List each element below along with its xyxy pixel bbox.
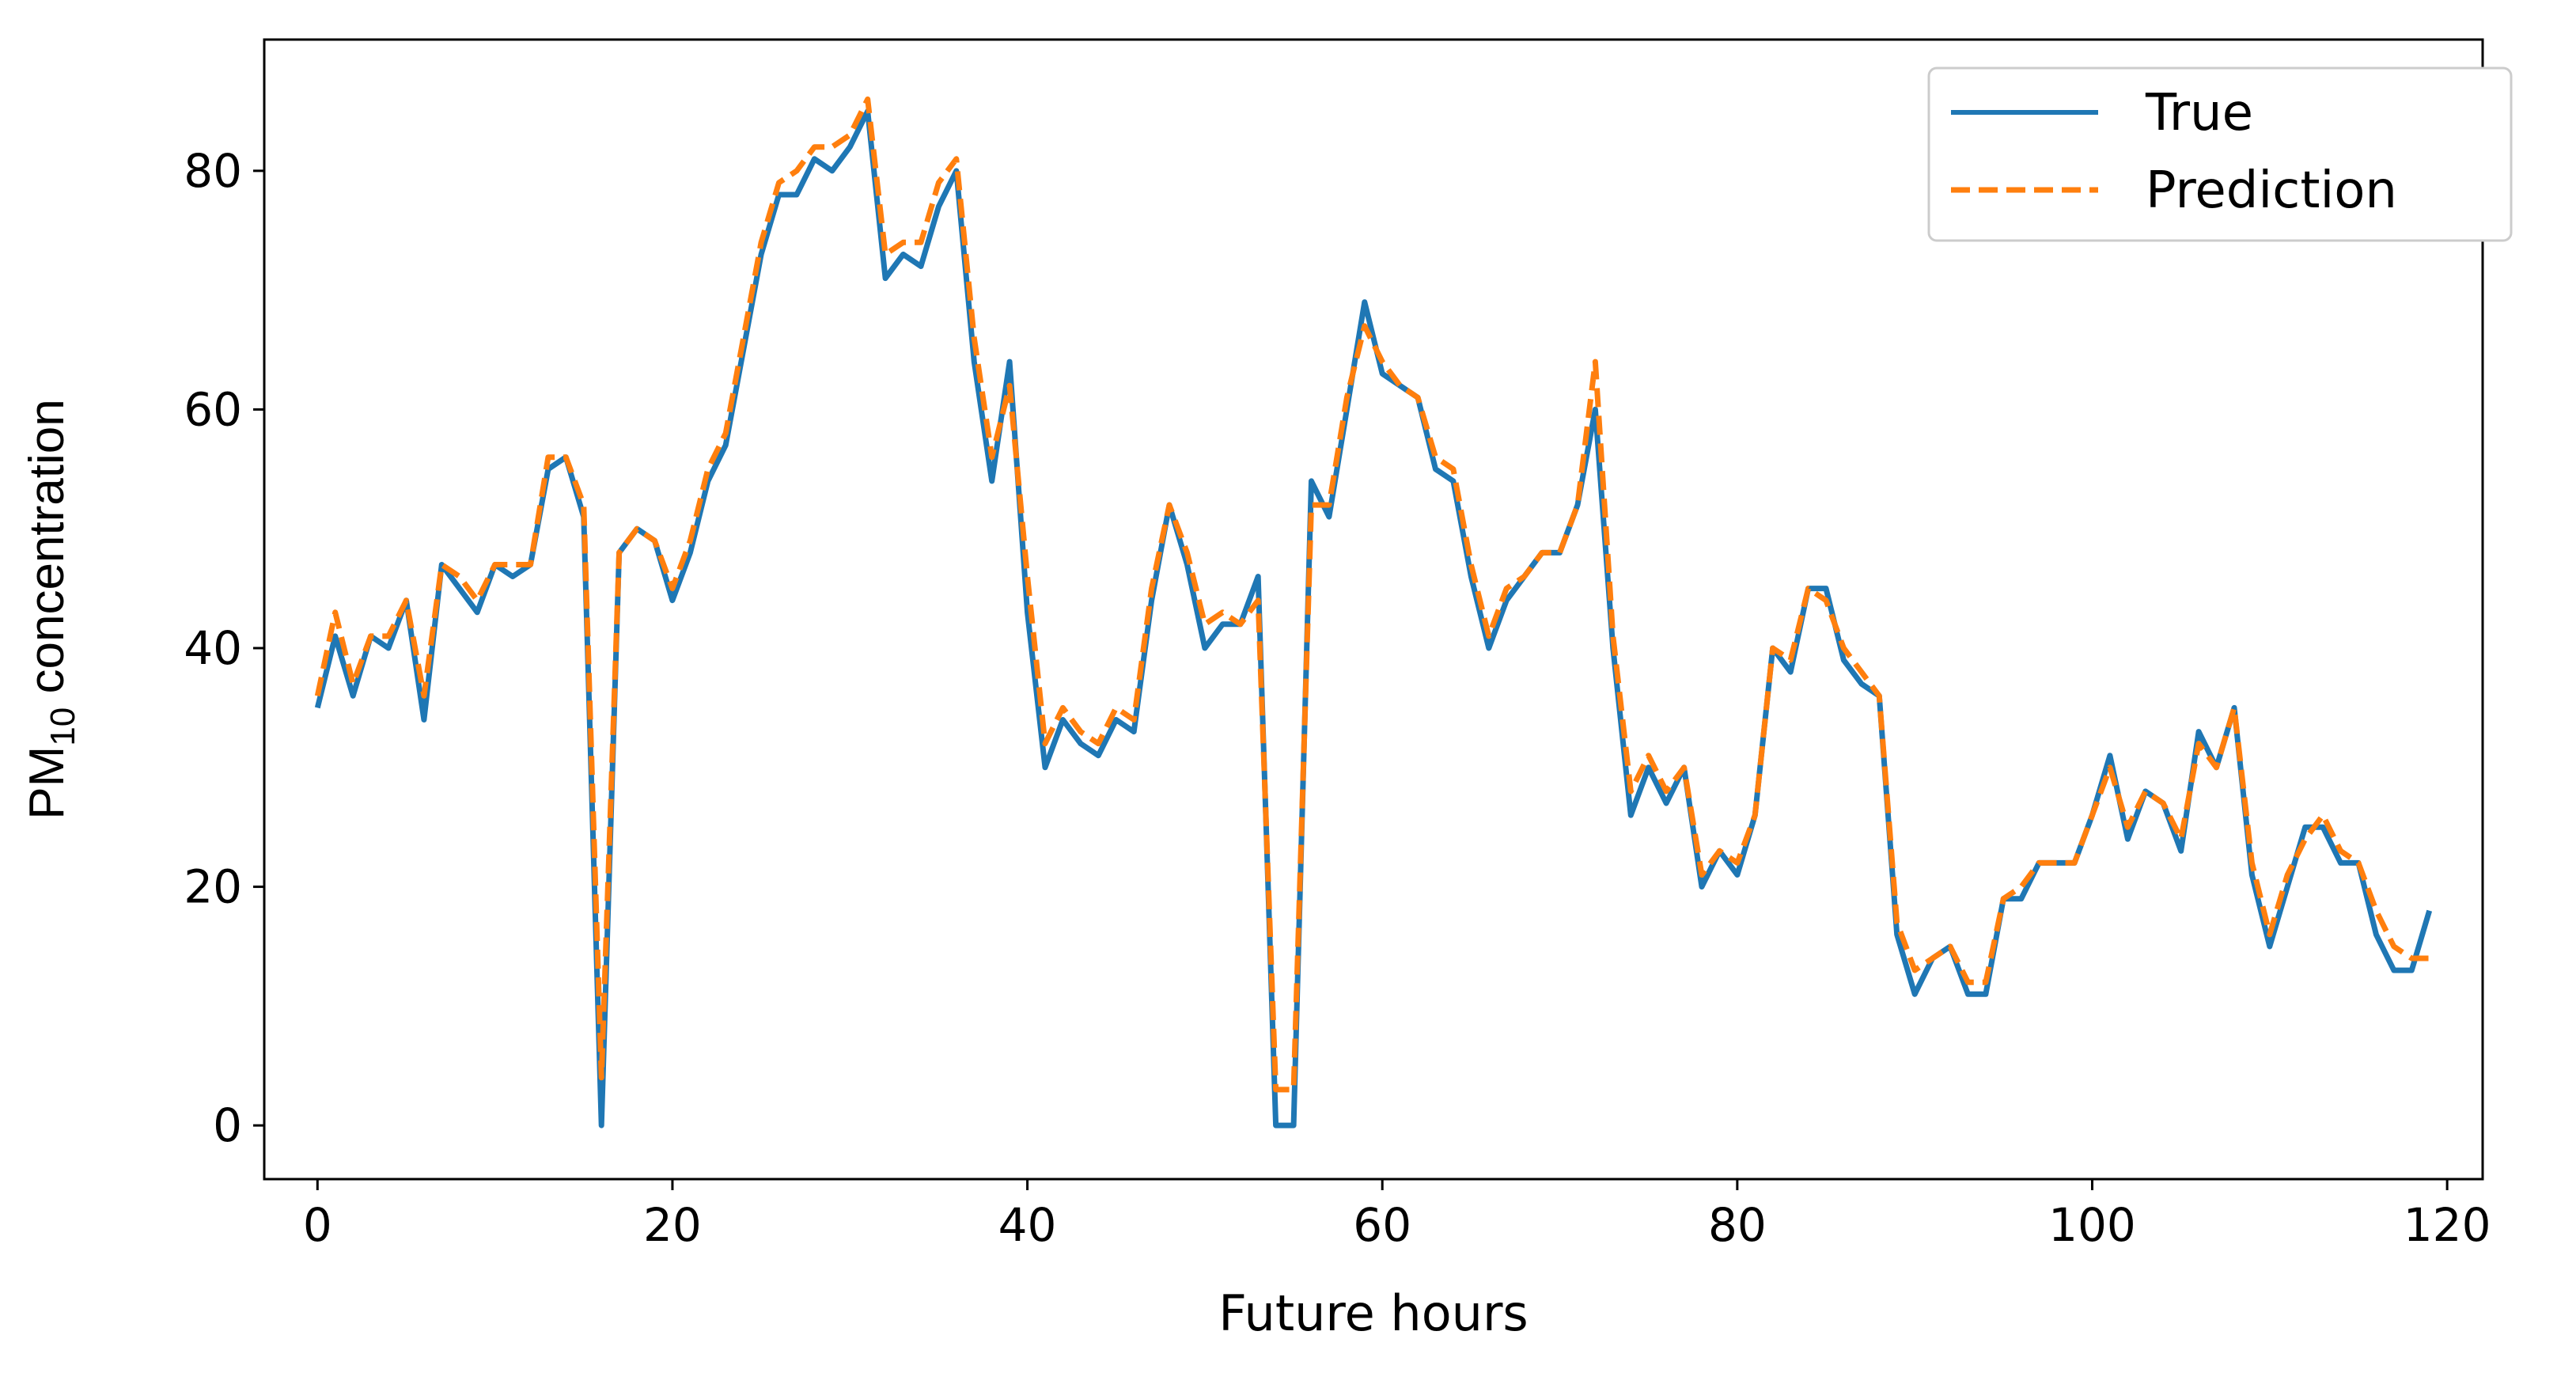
x-tick-label: 0 [303, 1198, 332, 1252]
x-tick-label: 40 [998, 1198, 1057, 1252]
x-axis-ticks: 0 20 40 60 80 100 120 [303, 1179, 2491, 1252]
y-tick-label: 80 [184, 144, 242, 198]
series-line-prediction [314, 96, 2430, 1093]
x-tick-label: 100 [2048, 1198, 2136, 1252]
plot-frame [263, 38, 2484, 1181]
y-axis-label: PM10 concentration [20, 399, 82, 819]
y-tick-label: 20 [184, 860, 242, 914]
legend: True Prediction [1927, 66, 2513, 242]
y-axis-ticks: 0 20 40 60 80 [184, 144, 264, 1152]
x-tick-label: 20 [643, 1198, 702, 1252]
x-tick-label: 120 [2404, 1198, 2491, 1252]
y-tick-label: 0 [213, 1098, 242, 1152]
y-tick-label: 40 [184, 621, 242, 675]
y-axis-label-rest: concentration [20, 399, 74, 707]
x-tick-label: 80 [1708, 1198, 1767, 1252]
plot-lines [314, 96, 2433, 1128]
y-tick-label: 60 [184, 382, 242, 436]
legend-prediction-label: Prediction [2146, 161, 2397, 220]
x-axis-label: Future hours [1218, 1284, 1528, 1342]
x-tick-label: 60 [1353, 1198, 1411, 1252]
y-axis-label-main: PM [20, 746, 74, 820]
legend-true-label: True [2145, 84, 2253, 142]
y-axis-label-subscript: 10 [44, 707, 82, 746]
